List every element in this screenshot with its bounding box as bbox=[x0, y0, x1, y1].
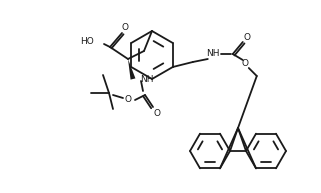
Text: O: O bbox=[153, 108, 160, 118]
Text: O: O bbox=[125, 95, 132, 103]
Text: HO: HO bbox=[80, 36, 94, 46]
Text: NH: NH bbox=[206, 49, 220, 58]
Text: O: O bbox=[243, 34, 250, 42]
Polygon shape bbox=[128, 59, 135, 80]
Text: O: O bbox=[241, 59, 248, 69]
Text: NH: NH bbox=[140, 74, 154, 84]
Text: O: O bbox=[122, 24, 128, 32]
